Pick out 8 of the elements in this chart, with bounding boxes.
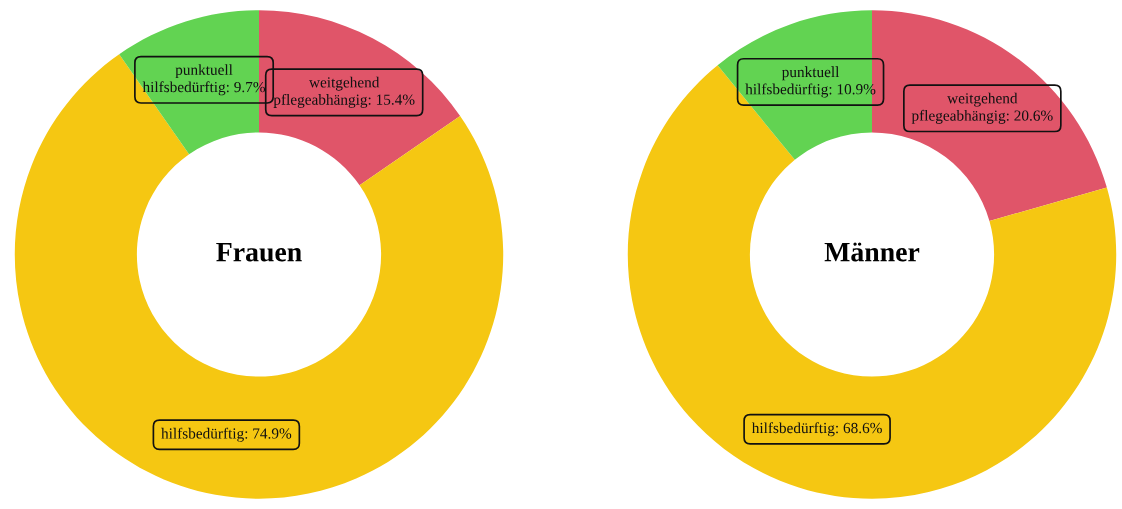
text: Männer — [824, 242, 920, 262]
slice-label: hilfsbedürftig: 74.9% — [161, 427, 292, 442]
donut-slice — [627, 65, 1117, 499]
slice-label: hilfsbedürftig: 68.6% — [751, 422, 882, 437]
text: Frauen — [216, 242, 302, 262]
slice-label: weitgehend pflegeabhängig: 15.4% — [273, 76, 415, 108]
donut-slice — [14, 54, 504, 499]
slice-label: weitgehend pflegeabhängig: 20.6% — [911, 92, 1053, 124]
